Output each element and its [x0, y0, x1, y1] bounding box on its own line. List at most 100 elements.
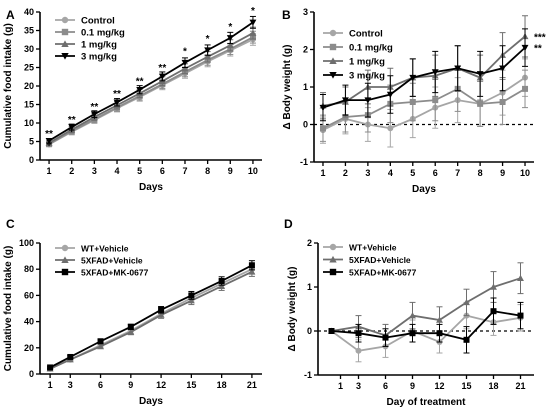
- panel-c: C 0 20 40 60 80 100 1 3 6 9 12 15 18 21 Days Cumulative …: [3, 217, 262, 407]
- panel-letter: C: [6, 217, 15, 231]
- data-point: [249, 19, 257, 26]
- y-tick-label: 20: [24, 343, 34, 353]
- legend-marker: [61, 16, 69, 24]
- legend-label: 5XFAD+Vehicle: [81, 256, 143, 266]
- data-point: [188, 292, 195, 299]
- x-tick-label: 9: [228, 166, 233, 176]
- significance-mark: ‡: [69, 124, 75, 135]
- data-point: [204, 53, 212, 60]
- data-point: [127, 328, 135, 335]
- data-point: [90, 111, 98, 118]
- data-point: [136, 86, 144, 94]
- x-tick-label: 4: [115, 166, 120, 176]
- x-tick-label: 1: [338, 381, 343, 391]
- x-tick-label: 9: [410, 381, 415, 391]
- significance-mark: †: [114, 98, 120, 109]
- legend-label: 0.1 mg/kg: [81, 28, 125, 39]
- x-tick-label: 18: [488, 381, 498, 391]
- x-axis-title: Days: [412, 184, 436, 195]
- y-tick-label: 40: [24, 317, 34, 327]
- series-line: [322, 87, 526, 130]
- y-tick-label: 60: [24, 290, 34, 300]
- data-point: [319, 125, 326, 132]
- significance-mark: *: [251, 6, 255, 17]
- x-tick-label: 2: [343, 168, 348, 178]
- data-point: [97, 338, 104, 345]
- data-point: [67, 353, 74, 360]
- significance-mark: *: [228, 22, 232, 33]
- y-axis-title: Δ Body weight (g): [282, 45, 293, 130]
- data-point: [432, 97, 439, 104]
- data-point: [409, 99, 416, 105]
- legend-marker: [61, 268, 69, 276]
- significance-mark: **: [136, 77, 144, 88]
- y-tick-label: 0: [307, 326, 312, 336]
- series-line: [48, 38, 254, 146]
- data-point: [522, 85, 529, 92]
- legend-label: 3 mg/kg: [81, 52, 117, 63]
- series-4: [45, 15, 257, 145]
- data-point: [387, 125, 394, 132]
- series-line: [331, 310, 521, 341]
- significance-mark: *: [206, 34, 210, 45]
- legend: WT+Vehicle 5XFAD+Vehicle 5XFAD+MK-0677: [323, 243, 417, 278]
- legend-label: Control: [349, 29, 383, 40]
- y-tick-label: 0: [29, 155, 34, 165]
- legend-label: 5XFAD+MK-0677: [81, 268, 149, 278]
- y-tick-label: -1: [304, 370, 312, 380]
- data-point: [463, 298, 470, 306]
- x-tick-label: 1: [48, 380, 53, 390]
- x-tick-label: 3: [365, 168, 370, 178]
- data-point: [477, 100, 484, 107]
- x-tick-label: 15: [186, 380, 196, 390]
- panel-b: B -1 0 1 2 3 1 2 3 4 5 6 7 8 9 10 Days Δ Body weight (g) *…: [282, 7, 546, 195]
- data-point: [409, 74, 417, 82]
- legend: Control 0.1 mg/kg 1 mg/kg 3 mg/kg: [323, 29, 393, 82]
- data-point: [517, 312, 524, 319]
- y-axis-title: Δ Body weight (g): [287, 267, 298, 352]
- x-axis-title: Day of treatment: [387, 397, 467, 408]
- panel-letter: A: [6, 8, 15, 22]
- data-point: [204, 47, 212, 54]
- x-tick-label: 3: [92, 166, 97, 176]
- y-tick-label: 2: [307, 238, 312, 248]
- legend-label: Control: [81, 16, 115, 27]
- data-point: [47, 364, 54, 371]
- x-tick-label: 10: [248, 166, 258, 176]
- x-tick-label: 1: [47, 166, 52, 176]
- x-axis-title: Days: [139, 396, 163, 407]
- legend-marker: [329, 255, 337, 263]
- series-line: [330, 314, 521, 352]
- x-tick-label: 9: [128, 380, 133, 390]
- x-tick-label: 7: [455, 168, 460, 178]
- data-point: [319, 104, 327, 112]
- legend-marker: [329, 43, 337, 51]
- significance-mark: ‡: [46, 138, 52, 149]
- x-tick-label: 3: [68, 380, 73, 390]
- series-line: [48, 36, 254, 145]
- y-tick-label: 100: [19, 238, 34, 248]
- data-point: [127, 323, 134, 330]
- x-tick-label: 12: [434, 381, 444, 391]
- legend-label: 1 mg/kg: [349, 57, 385, 68]
- legend-marker: [329, 57, 337, 64]
- x-tick-label: 21: [515, 381, 525, 391]
- significance-mark: †: [92, 111, 98, 122]
- x-tick-label: 6: [98, 380, 103, 390]
- y-axis-title: Cumulative food intake (g): [3, 23, 14, 149]
- x-tick-label: 8: [478, 168, 483, 178]
- x-tick-label: 2: [69, 166, 74, 176]
- series-line: [322, 35, 526, 107]
- y-tick-label: 10: [24, 118, 34, 128]
- series-3: [47, 260, 255, 371]
- significance-mark: **: [68, 115, 76, 126]
- data-point: [187, 297, 195, 304]
- x-tick-label: 5: [137, 166, 142, 176]
- data-point: [355, 330, 362, 337]
- data-point: [328, 328, 335, 334]
- series-line: [49, 264, 253, 369]
- data-point: [355, 347, 362, 354]
- data-point: [364, 97, 372, 104]
- y-tick-label: 0: [303, 120, 308, 130]
